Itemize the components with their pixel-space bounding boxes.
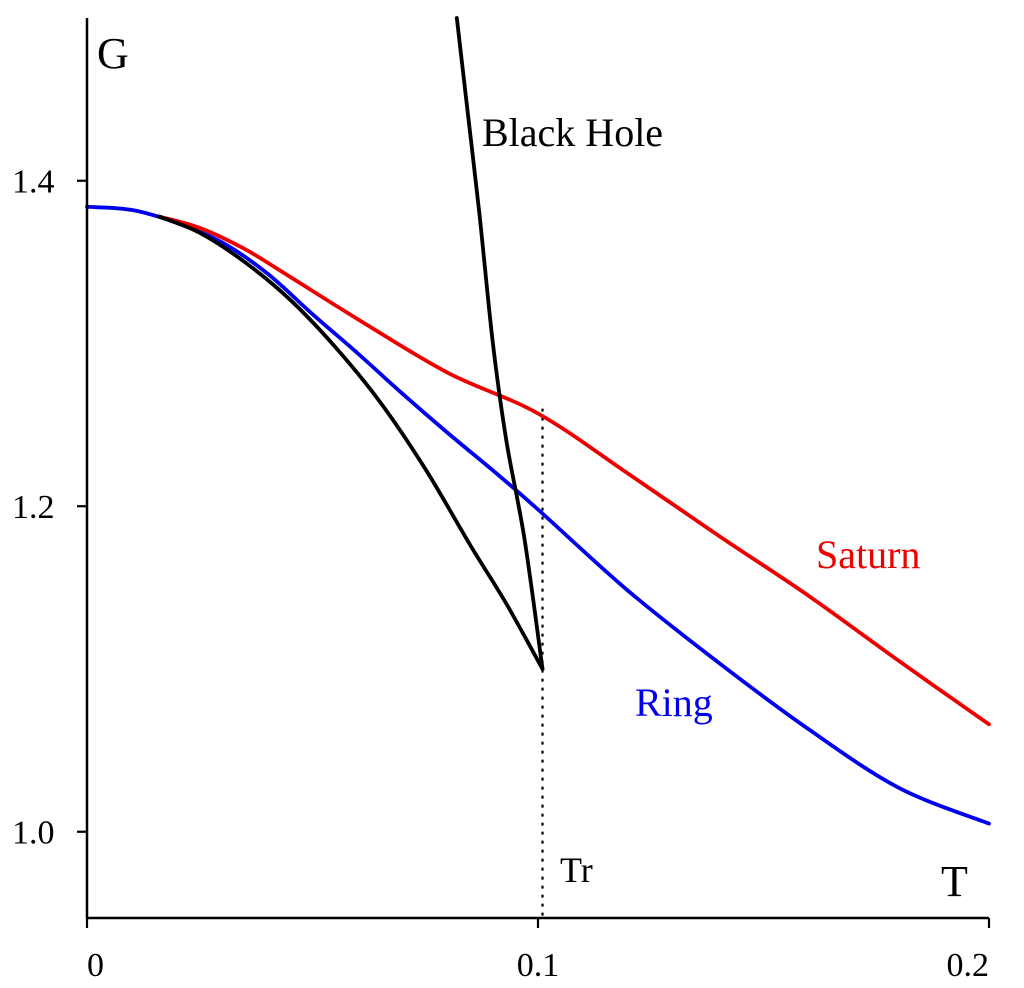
y-axis-label: G [97, 29, 129, 78]
series-ring-line [85, 204, 991, 826]
x-ticks: 0 0.1 0.2 [85, 918, 991, 984]
x-tick-label-0: 0 [87, 947, 104, 984]
series-black_hole_lower-line [157, 214, 545, 671]
series-saturn-line [157, 214, 991, 727]
x-tick-label-0-2: 0.2 [947, 947, 990, 984]
labels: G T Black Hole Ring Saturn Tr [97, 29, 968, 906]
y-tick-label-1-2: 1.2 [12, 489, 55, 526]
y-tick-label-1-4: 1.4 [12, 164, 55, 201]
series-black_hole-line [454, 16, 545, 671]
saturn-label: Saturn [816, 532, 920, 577]
x-axis-label: T [941, 857, 968, 906]
ring-label: Ring [635, 680, 713, 725]
y-ticks: 1.0 1.2 1.4 [12, 164, 87, 852]
black-hole-label: Black Hole [482, 110, 663, 155]
tr-label: Tr [560, 850, 593, 890]
y-tick-label-1-0: 1.0 [12, 815, 55, 852]
x-tick-label-0-1: 0.1 [517, 947, 560, 984]
plot-area [85, 16, 991, 918]
